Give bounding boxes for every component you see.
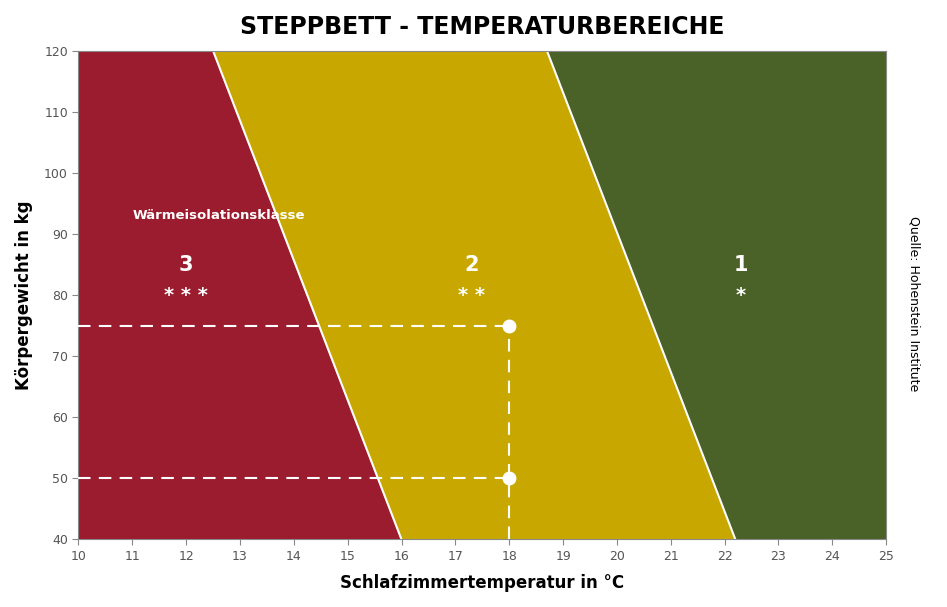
Y-axis label: Körpergewicht in kg: Körpergewicht in kg (15, 200, 33, 390)
X-axis label: Schlafzimmertemperatur in °C: Schlafzimmertemperatur in °C (340, 574, 624, 592)
Title: STEPPBETT - TEMPERATURBEREICHE: STEPPBETT - TEMPERATURBEREICHE (240, 15, 724, 39)
Polygon shape (547, 50, 886, 540)
Text: * *: * * (458, 285, 485, 305)
Text: * * *: * * * (164, 285, 208, 305)
Text: Wärmeisolationsklasse: Wärmeisolationsklasse (133, 209, 305, 222)
Polygon shape (213, 50, 736, 540)
Text: *: * (736, 285, 746, 305)
Polygon shape (79, 50, 402, 540)
Text: 2: 2 (464, 254, 479, 274)
Text: 3: 3 (179, 254, 193, 274)
Text: 1: 1 (734, 254, 748, 274)
Text: Quelle: Hohenstein Institute: Quelle: Hohenstein Institute (907, 216, 920, 391)
